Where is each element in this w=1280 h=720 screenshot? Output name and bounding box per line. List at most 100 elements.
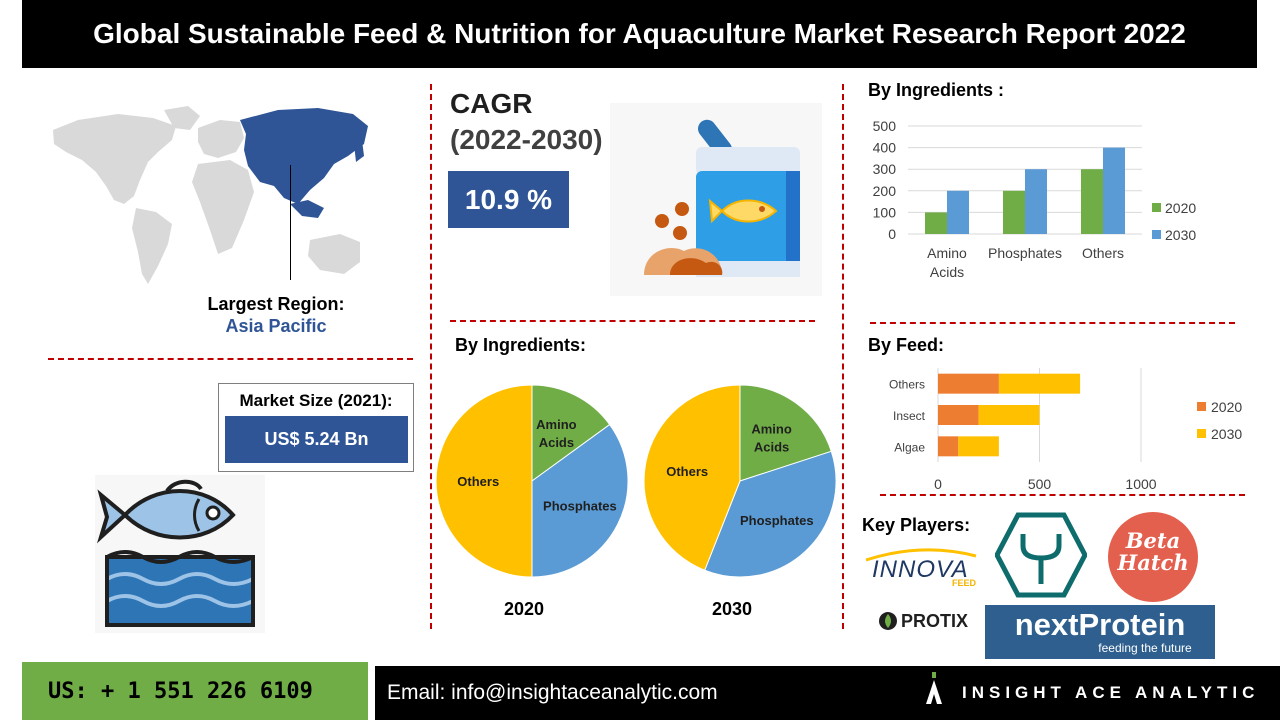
pie-slice-0: [739, 384, 832, 482]
x-tick-label: 0: [934, 476, 942, 492]
innova-sub: FEED: [952, 578, 977, 588]
bar-2030-1: [1025, 169, 1047, 234]
pie-slice-2: [643, 384, 741, 571]
market-size-card: Market Size (2021): US$ 5.24 Bn: [218, 383, 414, 472]
next-protein-sub: feeding the future: [1098, 641, 1192, 655]
x-tick-label: Phosphates: [988, 245, 1062, 261]
map-europe: [198, 120, 244, 158]
pie-slice-1: [531, 423, 629, 578]
map-north-america: [53, 114, 176, 204]
bar-2020-1: [938, 405, 979, 425]
bar-2030-0: [998, 373, 1081, 394]
logo-beta-hatch: Beta Hatch: [1108, 512, 1198, 602]
fish-tail-icon: [96, 489, 129, 544]
pie-caption: 2020: [504, 599, 544, 619]
market-size-label: Market Size (2021):: [239, 391, 393, 410]
bar-2030-2: [958, 436, 999, 457]
cagr-period: (2022-2030): [450, 124, 603, 155]
pie-label: Others: [666, 464, 708, 479]
legend-swatch-2030: [1197, 429, 1206, 438]
bar-2020-0: [938, 373, 999, 394]
map-greenland: [164, 106, 200, 130]
largest-region-label: Largest Region:: [207, 294, 345, 314]
pie-label: Amino: [536, 417, 577, 432]
feed-bag-illustration: [610, 103, 822, 296]
fish-fin-icon: [165, 479, 203, 493]
divider-left: [430, 84, 432, 629]
report-title: Global Sustainable Feed & Nutrition for …: [22, 0, 1257, 68]
map-south-america: [132, 208, 172, 284]
pie-label: Amino: [751, 422, 792, 437]
pie-slice-0: [531, 384, 611, 482]
logo-innova: INNOVA FEED: [862, 548, 980, 592]
ingredients-bar-title: By Ingredients :: [868, 80, 1005, 100]
fish-water-illustration: [95, 475, 265, 633]
y-tick-label: 400: [873, 140, 897, 156]
footer-phone[interactable]: US: + 1 551 226 6109: [22, 662, 368, 720]
map-africa: [192, 160, 254, 254]
map-southeast-asia: [290, 200, 324, 218]
world-map: [53, 106, 368, 284]
y-tick-label: Others: [889, 378, 925, 392]
x-tick-label: Others: [1082, 245, 1124, 261]
legend-label: 2030: [1165, 227, 1196, 243]
bar-2030-0: [947, 190, 969, 234]
fish-body-icon: [122, 489, 236, 540]
pie-label: Phosphates: [543, 498, 617, 513]
map-australia: [308, 234, 360, 274]
cagr-label: CAGR: [450, 88, 533, 119]
divider-cagr: [450, 320, 815, 322]
innova-name: INNOVA: [872, 556, 969, 583]
divider-region: [48, 358, 413, 360]
innova-swoosh-icon: [865, 548, 977, 562]
bar-2020-0: [925, 212, 947, 234]
legend-swatch-2020: [1152, 203, 1161, 212]
key-players-title: Key Players:: [862, 515, 971, 535]
y-tick-label: Algae: [894, 440, 925, 454]
fish-eye-icon: [205, 505, 221, 521]
feed-bar-chart: 0 500 1000 Others Insect Algae 2020 2030: [889, 368, 1242, 492]
bag-top-icon: [696, 147, 800, 175]
pie-slice-1: [704, 450, 837, 578]
logo-next-protein: nextProtein feeding the future: [985, 605, 1215, 659]
ingredients-bar-chart: 0 100 200 300 400 500 Amino Acids Phosphates Othe…: [873, 118, 1197, 280]
pie-slice-2: [435, 384, 533, 578]
bar-2030-1: [978, 405, 1040, 425]
y-tick-label: Insect: [893, 409, 926, 423]
insight-ace-logo-icon: [926, 672, 942, 704]
fish-gill-icon: [193, 498, 201, 532]
map-asia-highlight: [240, 108, 368, 204]
legend-swatch-2030: [1152, 230, 1161, 239]
x-tick-label: 500: [1028, 476, 1052, 492]
next-protein-name: nextProtein: [1014, 607, 1186, 642]
cagr-value: 10.9 %: [448, 171, 569, 228]
bar-2020-2: [1081, 169, 1103, 234]
region-pointer-line: [290, 165, 291, 280]
pie-label: Acids: [754, 440, 789, 455]
water-icon: [107, 557, 253, 625]
y-tick-label: 300: [873, 161, 897, 177]
feed-chart-title: By Feed:: [868, 335, 945, 355]
footer-brand: INSIGHT ACE ANALYTIC: [962, 683, 1260, 702]
map-japan: [354, 140, 364, 162]
protix-leaf-icon: [878, 612, 897, 630]
footer-email[interactable]: Email: info@insightaceanalytic.com: [375, 666, 1280, 720]
beta-hatch-line2: Hatch: [1117, 550, 1189, 576]
pie-label: Phosphates: [740, 513, 814, 528]
bar-2020-1: [1003, 190, 1025, 234]
pie-caption: 2030: [712, 599, 752, 619]
divider-bar-chart: [870, 322, 1235, 324]
bag-body-icon: [696, 171, 800, 277]
bar-2030-2: [1103, 147, 1125, 234]
divider-feed-chart: [880, 494, 1245, 496]
legend-label: 2020: [1165, 200, 1196, 216]
pellet-icon: [675, 202, 689, 216]
market-size-value: US$ 5.24 Bn: [225, 416, 408, 463]
y-tick-label: 500: [873, 118, 897, 134]
ingredients-pie-2030: Amino Acids Phosphates Others 2030: [643, 384, 837, 619]
bar-2020-2: [938, 436, 959, 457]
legend-label: 2030: [1211, 426, 1242, 442]
pie-label: Acids: [539, 435, 574, 450]
ingredients-pie-2020: Amino Acids Phosphates Others 2020: [435, 384, 629, 619]
logo-protix: PROTIX: [878, 608, 968, 634]
